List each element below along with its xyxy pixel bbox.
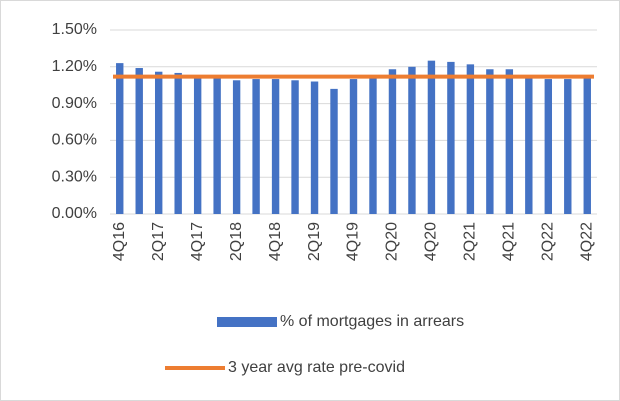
bar <box>135 68 143 214</box>
bar <box>271 79 280 214</box>
bar <box>154 71 163 214</box>
bar <box>252 79 260 214</box>
legend-label: 3 year avg rate pre-covid <box>228 359 405 376</box>
legend-label: % of mortgages in arrears <box>280 313 464 330</box>
bar <box>291 80 299 214</box>
y-tick-label: 0.30% <box>52 168 97 185</box>
y-tick-label: 1.20% <box>52 58 97 75</box>
bar <box>193 76 202 214</box>
x-tick-label: 4Q22 <box>578 222 595 261</box>
bar <box>564 79 572 214</box>
bar <box>466 64 475 214</box>
bar <box>505 69 514 215</box>
y-tick-label: 1.50% <box>52 21 97 38</box>
x-tick-label: 4Q21 <box>501 222 518 261</box>
bar <box>174 72 182 214</box>
x-tick-label: 4Q18 <box>267 222 284 261</box>
x-tick-label: 2Q20 <box>384 222 401 261</box>
x-tick-label: 2Q21 <box>462 222 479 261</box>
x-tick-label: 2Q18 <box>228 222 245 261</box>
bar <box>525 76 533 214</box>
bar <box>583 77 591 214</box>
y-tick-label: 0.60% <box>52 132 97 149</box>
x-tick-label: 4Q17 <box>189 222 206 261</box>
bar <box>369 77 377 214</box>
x-tick-label: 2Q19 <box>306 222 323 261</box>
bar <box>447 61 455 214</box>
bar <box>213 77 221 214</box>
bar <box>427 60 436 214</box>
legend-swatch <box>217 317 277 327</box>
bar <box>232 80 241 214</box>
x-tick-label: 4Q20 <box>423 222 440 261</box>
bar <box>349 79 358 214</box>
x-tick-label: 2Q17 <box>150 222 167 261</box>
x-tick-label: 2Q22 <box>540 222 557 261</box>
x-tick-label: 4Q16 <box>111 222 128 261</box>
x-tick-label: 4Q19 <box>345 222 362 261</box>
bar <box>116 63 124 215</box>
bar <box>486 69 494 215</box>
bar <box>408 66 416 214</box>
bar <box>330 88 338 214</box>
y-tick-label: 0.00% <box>52 205 97 222</box>
bar <box>544 79 553 214</box>
bar <box>388 69 397 215</box>
bar <box>310 81 319 215</box>
y-tick-label: 0.90% <box>52 95 97 112</box>
